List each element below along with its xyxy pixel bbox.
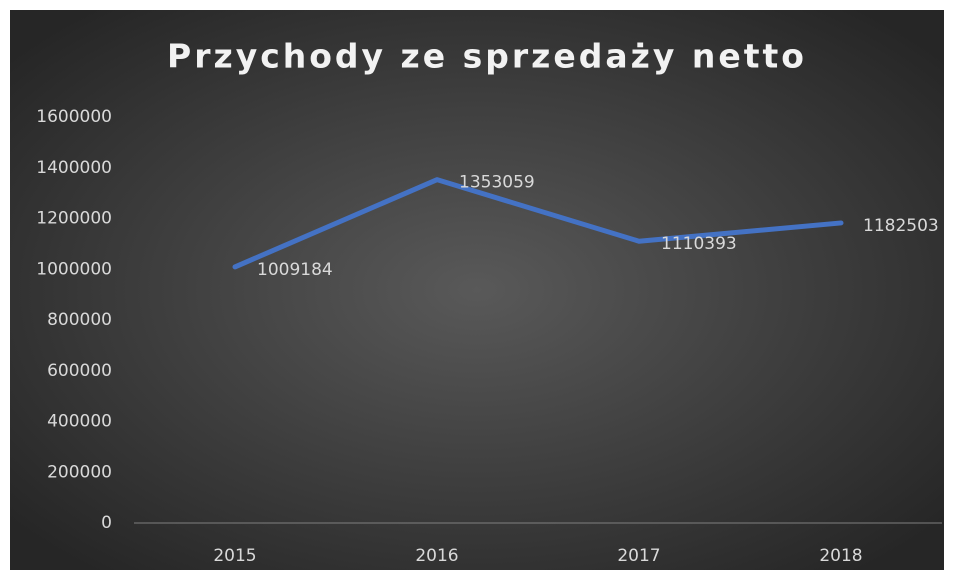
- data-label: 1182503: [863, 216, 939, 236]
- y-tick-label: 200000: [47, 462, 112, 482]
- y-tick-label: 0: [101, 513, 112, 533]
- y-tick-label: 600000: [47, 361, 112, 381]
- data-label: 1110393: [661, 234, 737, 254]
- x-tick-label: 2016: [415, 546, 458, 566]
- data-label: 1353059: [459, 173, 535, 193]
- y-tick-label: 1200000: [36, 209, 112, 229]
- chart-title: Przychody ze sprzedaży netto: [167, 37, 807, 76]
- chart-background: [10, 10, 944, 570]
- line-series: [232, 177, 844, 270]
- y-tick-label: 1600000: [36, 107, 112, 127]
- y-tick-label: 1400000: [36, 158, 112, 178]
- x-tick-label: 2017: [617, 546, 660, 566]
- y-tick-label: 400000: [47, 412, 112, 432]
- x-tick-label: 2015: [213, 546, 256, 566]
- x-tick-label: 2018: [819, 546, 862, 566]
- y-tick-label: 800000: [47, 310, 112, 330]
- y-tick-label: 1000000: [36, 259, 112, 279]
- data-label: 1009184: [257, 260, 333, 280]
